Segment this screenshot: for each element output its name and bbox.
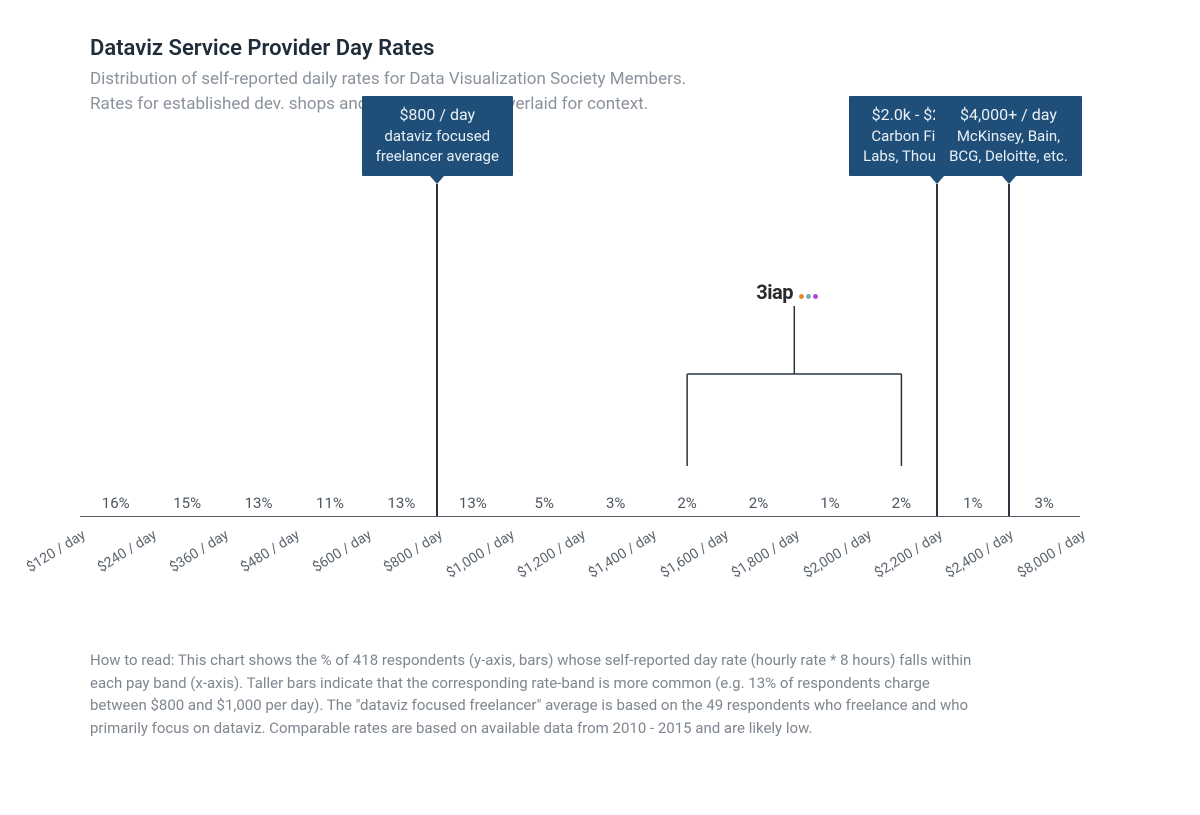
bar-value-label: 2% — [677, 494, 696, 512]
bar-value-label: 13% — [245, 494, 273, 512]
bar-group: 16% 15% 13% 11% 13% 13% 5% 3% 2% 2% 1% 2% 1% 3% — [80, 226, 1080, 516]
chart-subtitle: Distribution of self-reported daily rate… — [90, 67, 1110, 116]
bar-value-label: 11% — [316, 494, 344, 512]
callout-line: McKinsey, Bain, — [949, 126, 1068, 146]
bar-value-label: 1% — [963, 494, 982, 512]
bar-slot: 16% — [80, 494, 151, 516]
bar-value-label: 13% — [387, 494, 415, 512]
bar-value-label: 5% — [535, 494, 554, 512]
subtitle-line-2: Rates for established dev. shops and con… — [90, 94, 648, 114]
callout-line: dataviz focused — [376, 126, 499, 146]
callout-pointer-icon — [1002, 176, 1016, 184]
chart-footnote: How to read: This chart shows the % of 4… — [90, 649, 990, 739]
bar-slot: 1% — [794, 494, 865, 516]
bar-slot: 15% — [151, 494, 222, 516]
bar-slot: 2% — [866, 494, 937, 516]
bar-slot: 11% — [294, 494, 365, 516]
x-axis-labels: $120 / day$240 / day$360 / day$480 / day… — [80, 527, 1080, 577]
bar-slot: 13% — [366, 494, 437, 516]
x-axis-label: $120 / day — [24, 527, 89, 576]
bar-value-label: 13% — [459, 494, 487, 512]
bar-slot: 13% — [223, 494, 294, 516]
bar-value-label: 2% — [749, 494, 768, 512]
bar-slot: 3% — [580, 494, 651, 516]
bar-slot: 3% — [1008, 494, 1079, 516]
callout-line: Labs, Thoughtbot, etc. — [863, 146, 1011, 166]
bar-value-label: 3% — [1034, 494, 1053, 512]
callout-pointer-icon — [930, 176, 944, 184]
bar-value-label: 15% — [173, 494, 201, 512]
chart-plot-area: 16% 15% 13% 11% 13% 13% 5% 3% 2% 2% 1% 2% 1% 3% — [80, 226, 1080, 517]
subtitle-line-1: Distribution of self-reported daily rate… — [90, 69, 686, 89]
page: Dataviz Service Provider Day Rates Distr… — [0, 0, 1200, 815]
chart-title: Dataviz Service Provider Day Rates — [90, 36, 1110, 61]
bar-value-label: 1% — [820, 494, 839, 512]
bar-value-label: 16% — [102, 494, 130, 512]
callout-line: BCG, Deloitte, etc. — [949, 146, 1068, 166]
chart: $800 / daydataviz focusedfreelancer aver… — [80, 226, 1080, 577]
callout-line: Carbon Five, Pivotal — [863, 126, 1011, 146]
bar-slot: 2% — [651, 494, 722, 516]
callout-pointer-icon — [430, 176, 444, 184]
bar-value-label: 3% — [606, 494, 625, 512]
bar-slot: 5% — [509, 494, 580, 516]
bar-slot: 1% — [937, 494, 1008, 516]
bar-value-label: 2% — [892, 494, 911, 512]
callout-line: freelancer average — [376, 146, 499, 166]
bar-slot: 2% — [723, 494, 794, 516]
bar-slot: 13% — [437, 494, 508, 516]
